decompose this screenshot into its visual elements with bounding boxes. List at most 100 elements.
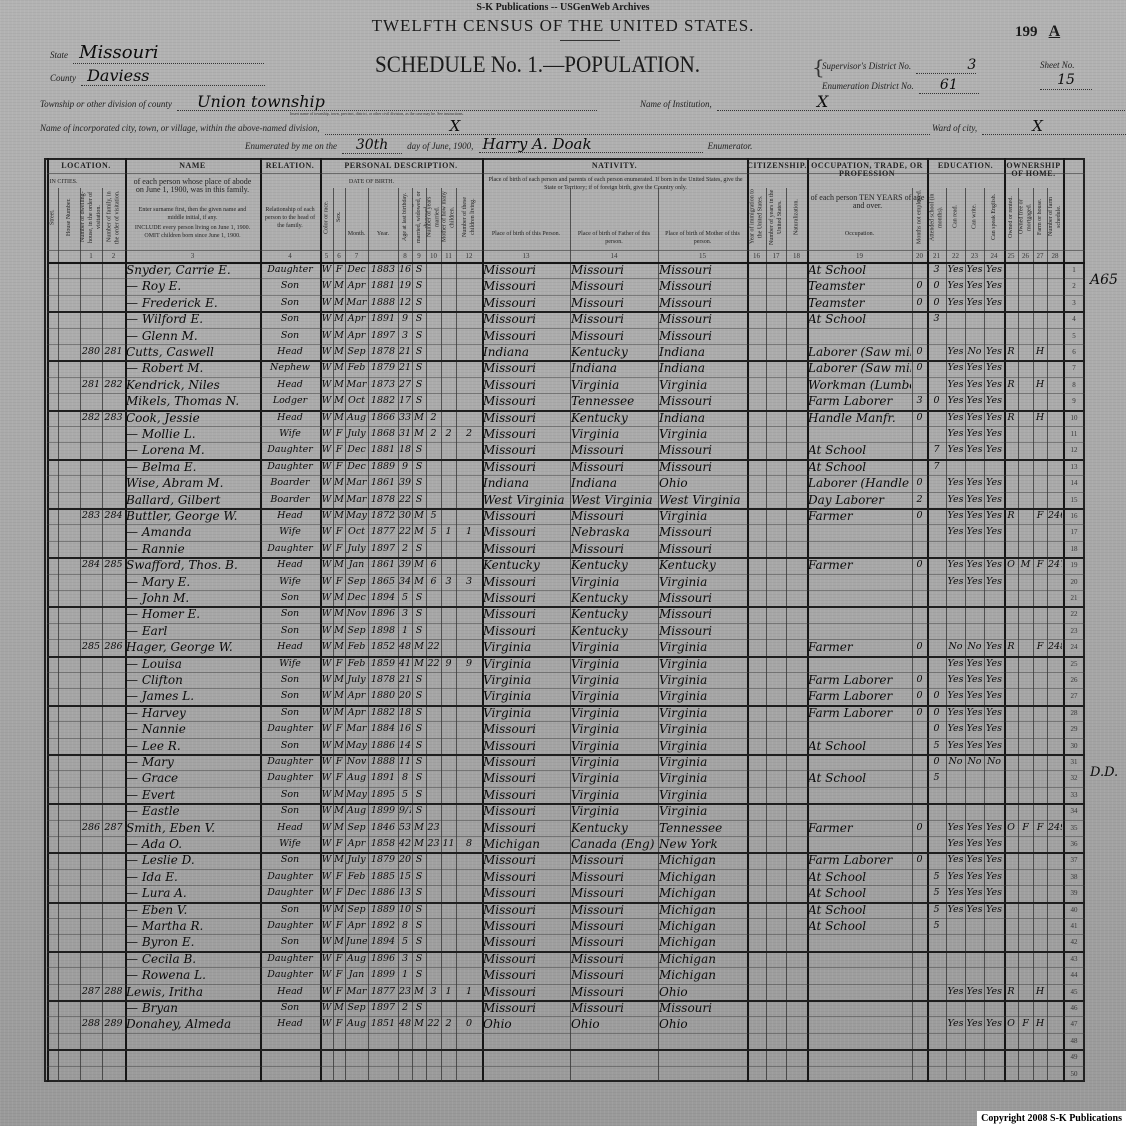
sex: F [335,870,343,882]
marital-status: S [415,624,423,636]
can-write: Yes [966,526,983,538]
line-number: 10 [1070,413,1078,422]
age: 21 [399,674,411,685]
row-divider [47,573,1085,575]
school-months: 5 [933,739,940,751]
marital-status: S [415,493,423,505]
table-row [47,1066,1085,1082]
birthplace-mother: Missouri [659,607,712,622]
occupation: Teamster [808,279,865,294]
birthplace-father: Virginia [571,574,620,589]
occupation: At School [808,459,867,474]
speaks-english: Yes [986,657,1002,669]
sex: M [334,903,344,915]
table-row [47,1049,1085,1065]
speaks-english: Yes [986,838,1002,849]
can-write: No [967,756,982,767]
birthplace-father: Missouri [571,951,624,966]
row-divider [47,344,1085,345]
months-unemployed: 0 [916,821,923,833]
birthplace-person: Missouri [483,328,536,343]
occupation: At School [808,443,867,458]
birthplace-father: Missouri [571,509,624,523]
marital-status: S [415,460,423,472]
birthplace-mother: Virginia [659,673,708,687]
column-label: Number of years in the United States. [769,189,783,245]
person-name: — Cecila B. [126,951,197,966]
relation: Head [277,559,303,571]
age: 2 [401,542,409,554]
age: 12 [399,296,411,308]
person-name: — Grace [126,771,179,786]
person-name: — Eben V. [126,902,188,917]
person-name: — Eastle [126,804,180,819]
sex: M [334,510,344,521]
birthplace-father: West Virginia [571,492,653,507]
mother-of-children: 2 [445,1018,452,1030]
birth-month: Aug [346,805,367,817]
enumeration-prefix: Enumerated by me on the [245,141,337,151]
can-read: Yes [947,706,964,718]
birth-month: June [346,936,367,948]
birth-year: 1895 [370,788,396,800]
institution-value: X [716,94,1126,111]
birthplace-mother: Virginia [659,755,708,769]
can-read: Yes [947,346,964,357]
can-write: Yes [966,838,983,849]
person-name: Donahey, Almeda [126,1017,232,1032]
farm-house: H [1035,378,1045,390]
birth-year: 1877 [370,985,396,997]
birthplace-father: Missouri [571,935,624,950]
row-divider [47,393,1085,395]
birthplace-mother: Virginia [659,640,708,655]
row-divider [47,803,1085,806]
marital-status: M [414,838,424,849]
line-number: 50 [1070,1069,1078,1078]
birth-month: Dec [347,264,366,275]
column-divider [398,188,399,1082]
age: 14 [399,739,411,751]
age: 3 [401,329,409,341]
birthplace-mother: Michigan [659,968,716,983]
person-name: — Martha R. [126,919,204,933]
relation: Wife [279,657,301,669]
person-name: — Nannie [126,722,186,737]
birthplace-person: Missouri [483,279,536,294]
color: W [321,542,332,554]
years-married: 2 [430,428,437,439]
sex: M [334,329,344,341]
marital-status: M [414,510,424,521]
column-divider [965,188,966,1082]
birth-month: Mar [346,985,367,997]
birthplace-mother: Missouri [659,623,712,638]
column-number: 18 [793,252,800,260]
relation: Son [280,936,300,948]
age: 5 [401,788,409,800]
column-number: 26 [1022,252,1029,260]
row-divider [47,852,1085,855]
row-divider [47,376,1085,378]
row-divider [47,278,1085,280]
birth-month: Apr [347,920,366,931]
years-married: 22 [427,657,440,669]
marital-status: S [415,936,423,948]
marital-status: S [415,296,423,308]
birthplace-father: Virginia [571,804,620,819]
age: 9 [401,460,409,472]
sex: F [335,575,343,587]
birth-year: 1883 [370,264,396,275]
birthplace-father: Missouri [571,541,624,556]
birthplace-mother: Michigan [659,853,716,868]
owned-rented: R [1007,378,1015,390]
color: W [321,428,332,439]
age: 1 [401,624,409,636]
age: 22 [399,526,411,538]
age: 39 [399,559,411,571]
line-number: 4 [1072,315,1076,324]
color: W [321,559,332,571]
row-divider [47,868,1085,870]
birthplace-mother: Michigan [659,886,716,901]
birthplace-mother: Virginia [659,722,708,737]
marital-status: M [414,526,424,538]
line-number: 2 [1072,282,1076,291]
